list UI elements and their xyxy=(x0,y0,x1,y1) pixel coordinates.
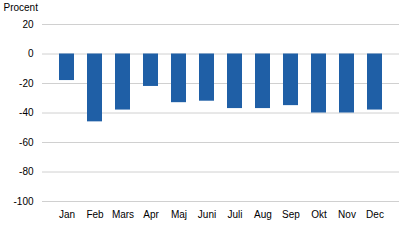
svg-text:Juli: Juli xyxy=(227,209,242,220)
svg-text:-40: -40 xyxy=(19,107,34,118)
svg-text:Procent: Procent xyxy=(4,2,39,13)
svg-text:Nov: Nov xyxy=(338,209,356,220)
svg-text:Sep: Sep xyxy=(282,209,300,220)
svg-text:Aug: Aug xyxy=(254,209,272,220)
svg-text:20: 20 xyxy=(22,19,34,30)
svg-text:-100: -100 xyxy=(13,196,33,207)
svg-text:Mars: Mars xyxy=(112,209,134,220)
svg-text:-60: -60 xyxy=(19,137,34,148)
svg-text:-20: -20 xyxy=(19,78,34,89)
svg-text:Maj: Maj xyxy=(171,209,187,220)
svg-text:0: 0 xyxy=(28,48,34,59)
svg-text:-80: -80 xyxy=(19,166,34,177)
svg-text:Apr: Apr xyxy=(143,209,159,220)
svg-text:Okt: Okt xyxy=(311,209,327,220)
svg-text:Juni: Juni xyxy=(198,209,216,220)
svg-text:Dec: Dec xyxy=(366,209,384,220)
svg-text:Feb: Feb xyxy=(86,209,104,220)
svg-text:Jan: Jan xyxy=(59,209,75,220)
